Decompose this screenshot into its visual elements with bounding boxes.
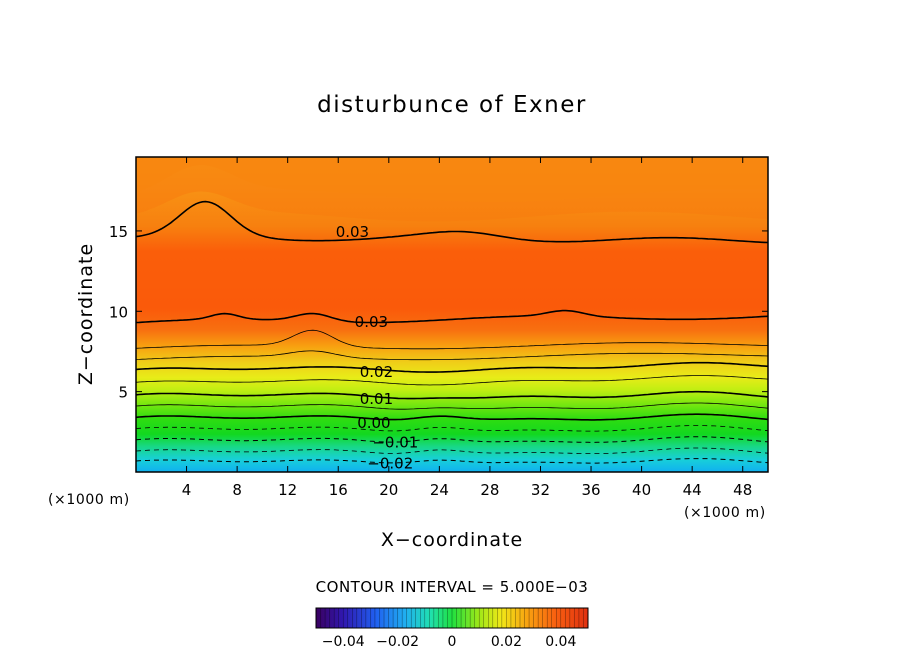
shading-band-2 [136, 157, 768, 222]
x-axis-label: X−coordinate [381, 529, 523, 551]
contour-line-8 [136, 402, 768, 410]
x-unit-left: (×1000 m) [48, 492, 130, 508]
contour-line-10 [136, 425, 768, 432]
y-axis-label: Z−coordinate [75, 243, 97, 385]
contour-line-7 [136, 390, 768, 400]
contour-label-7: −0.02 [367, 454, 413, 472]
contour-line-11 [136, 436, 768, 443]
colorbar-labels: −0.04 −0.02 0 0.02 0.04 [322, 634, 577, 650]
plot-frame [135, 156, 769, 473]
colorbar-label-2: −0.02 [376, 634, 419, 650]
colorbar-ticks [320, 608, 584, 628]
contour-line-6 [136, 375, 768, 386]
contour-line-9 [136, 413, 768, 421]
contour-line-4 [136, 350, 768, 361]
x-tick-label-4: 4 [182, 481, 192, 499]
contour-lines [136, 200, 768, 464]
y-tick-label-10: 10 [109, 303, 128, 321]
x-tick-label-28: 28 [480, 481, 499, 499]
x-tick-label-12: 12 [278, 481, 297, 499]
y-axis: 5 10 15 [109, 223, 768, 402]
colorbar-label-1: −0.04 [322, 634, 365, 650]
x-tick-label-8: 8 [232, 481, 242, 499]
colorbar-label-3: 0 [448, 634, 457, 650]
colorbar-frame [315, 607, 589, 629]
x-axis: 4 8 12 16 20 24 28 32 36 40 44 48 [182, 157, 752, 499]
x-tick-label-32: 32 [531, 481, 550, 499]
plot-area: 0.03 0.03 0.02 0.01 0.00−0.01 −0.02 [135, 156, 769, 473]
contour-label-3: 0.02 [360, 363, 393, 381]
contour-line-12 [136, 447, 768, 454]
colorbar-label-5: 0.04 [545, 634, 576, 650]
chart-title: disturbunce of Exner [317, 92, 587, 118]
x-tick-label-16: 16 [329, 481, 348, 499]
contour-label-6: −0.01 [372, 433, 418, 451]
contour-label-4: 0.01 [360, 390, 393, 408]
contour-label-1: 0.03 [336, 223, 369, 241]
colorbar: −0.04 −0.02 0 0.02 0.04 [315, 607, 589, 650]
contour-line-3 [136, 329, 768, 350]
x-tick-label-20: 20 [379, 481, 398, 499]
contour-label-5: 0.00 [357, 414, 390, 432]
colorbar-label-4: 0.02 [491, 634, 522, 650]
x-tick-label-44: 44 [683, 481, 702, 499]
x-tick-label-48: 48 [733, 481, 752, 499]
contour-labels: 0.03 0.03 0.02 0.01 0.00−0.01 −0.02 [336, 223, 419, 472]
x-unit-right: (×1000 m) [684, 505, 766, 521]
x-tick-label-40: 40 [632, 481, 651, 499]
contour-label-2: 0.03 [355, 313, 388, 331]
x-tick-label-36: 36 [581, 481, 600, 499]
y-tick-label-5: 5 [118, 384, 128, 402]
contour-line-2 [136, 309, 768, 324]
contour-line-1 [136, 200, 768, 244]
y-tick-label-15: 15 [109, 223, 128, 241]
shading-bands [136, 157, 768, 222]
x-tick-label-24: 24 [430, 481, 449, 499]
contour-line-13 [136, 458, 768, 464]
contour-interval-text: CONTOUR INTERVAL = 5.000E−03 [316, 578, 589, 596]
contour-line-5 [136, 361, 768, 373]
